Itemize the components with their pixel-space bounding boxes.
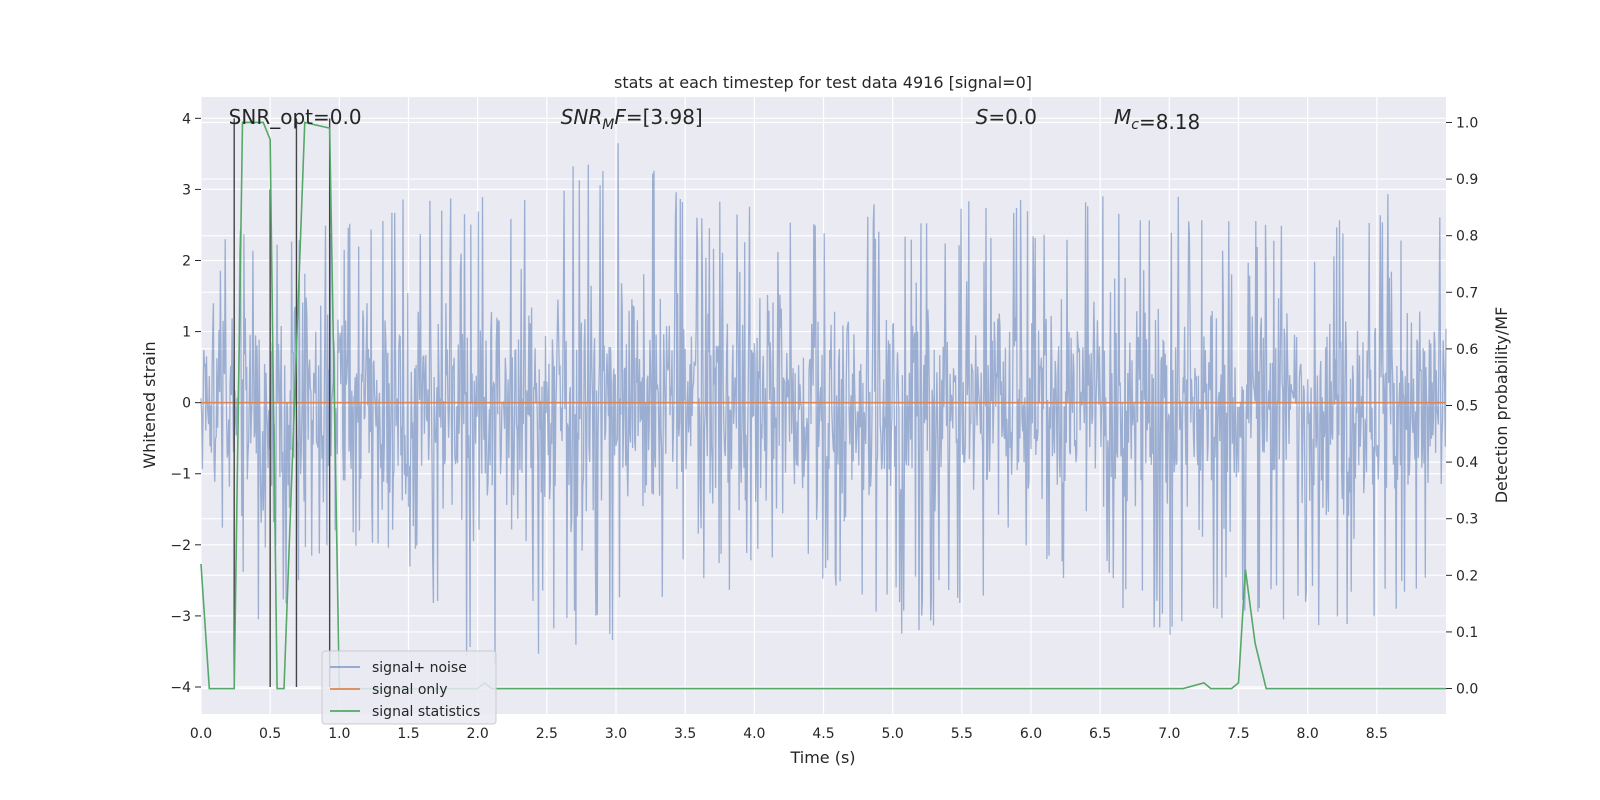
x-tick-label: 5.5 xyxy=(951,726,973,742)
annotations: SNR_opt=0.0 SNRMF=[3.98] S=0.0 Mc=8.18 xyxy=(229,105,1201,134)
signal-noise-series xyxy=(200,143,1447,664)
y-left-tick-label: 4 xyxy=(182,111,191,127)
x-tick-label: 7.5 xyxy=(1227,726,1249,742)
x-tick-label: 0.0 xyxy=(190,726,212,742)
y-right-axis-label: Detection probability/MF xyxy=(1492,307,1511,504)
x-tick-label: 1.0 xyxy=(328,726,350,742)
legend-label: signal+ noise xyxy=(372,660,467,676)
y-left-tick-label: −4 xyxy=(170,680,191,696)
x-tick-label: 2.0 xyxy=(467,726,489,742)
y-left-axis-ticks: −4 −3 −2 −1 0 1 2 3 4 xyxy=(170,111,201,696)
y-left-tick-label: 0 xyxy=(182,396,191,412)
y-left-tick-label: 3 xyxy=(182,182,191,198)
x-tick-label: 4.5 xyxy=(812,726,834,742)
annotation-1: SNRMF=[3.98] xyxy=(561,105,703,133)
y-right-tick-label: 0.8 xyxy=(1456,229,1478,245)
annotation-0: SNR_opt=0.0 xyxy=(229,105,362,129)
y-right-tick-label: 0.2 xyxy=(1456,568,1478,584)
y-left-axis-label: Whitened strain xyxy=(140,341,159,468)
x-tick-label: 8.0 xyxy=(1297,726,1319,742)
legend: signal+ noise signal only signal statistic… xyxy=(321,650,497,725)
y-left-tick-label: 2 xyxy=(182,253,191,269)
annotation-2: S=0.0 xyxy=(976,105,1037,129)
y-left-tick-label: −1 xyxy=(170,467,191,483)
x-tick-label: 6.0 xyxy=(1020,726,1042,742)
y-left-tick-label: −2 xyxy=(170,538,191,554)
y-right-tick-label: 0.0 xyxy=(1456,682,1478,698)
y-right-tick-label: 0.9 xyxy=(1456,172,1478,188)
x-tick-label: 2.5 xyxy=(536,726,558,742)
x-tick-label: 1.5 xyxy=(397,726,419,742)
y-right-tick-label: 0.6 xyxy=(1456,342,1478,358)
y-right-tick-label: 0.7 xyxy=(1456,285,1478,301)
x-tick-label: 8.5 xyxy=(1366,726,1388,742)
x-tick-label: 4.0 xyxy=(743,726,765,742)
x-tick-label: 3.5 xyxy=(674,726,696,742)
legend-label: signal statistics xyxy=(372,704,480,720)
y-right-tick-label: 0.5 xyxy=(1456,399,1478,415)
x-tick-label: 7.0 xyxy=(1158,726,1180,742)
x-tick-label: 5.0 xyxy=(882,726,904,742)
x-tick-label: 0.5 xyxy=(259,726,281,742)
annotation-3: Mc=8.18 xyxy=(1114,105,1200,134)
x-axis-ticks: 0.0 0.5 1.0 1.5 2.0 2.5 3.0 3.5 4.0 4.5 5.0 5.5 6.0 6… xyxy=(190,726,1388,742)
y-left-tick-label: −3 xyxy=(170,609,191,625)
y-right-tick-label: 0.3 xyxy=(1456,512,1478,528)
y-right-tick-label: 1.0 xyxy=(1456,115,1478,131)
legend-label: signal only xyxy=(372,682,447,698)
y-left-tick-label: 1 xyxy=(182,325,191,341)
y-right-tick-label: 0.1 xyxy=(1456,625,1478,641)
x-axis-label: Time (s) xyxy=(789,748,855,767)
y-right-axis-ticks: 0.0 0.1 0.2 0.3 0.4 0.5 0.6 0.7 0.8 0.9 1.0 xyxy=(1446,115,1478,698)
vertical-markers xyxy=(233,118,331,687)
signal-noise-line xyxy=(200,143,1447,664)
x-tick-label: 3.0 xyxy=(605,726,627,742)
x-tick-label: 6.5 xyxy=(1089,726,1111,742)
legend-box xyxy=(321,650,497,725)
y-right-tick-label: 0.4 xyxy=(1456,455,1478,471)
chart-title: stats at each timestep for test data 491… xyxy=(614,73,1032,92)
